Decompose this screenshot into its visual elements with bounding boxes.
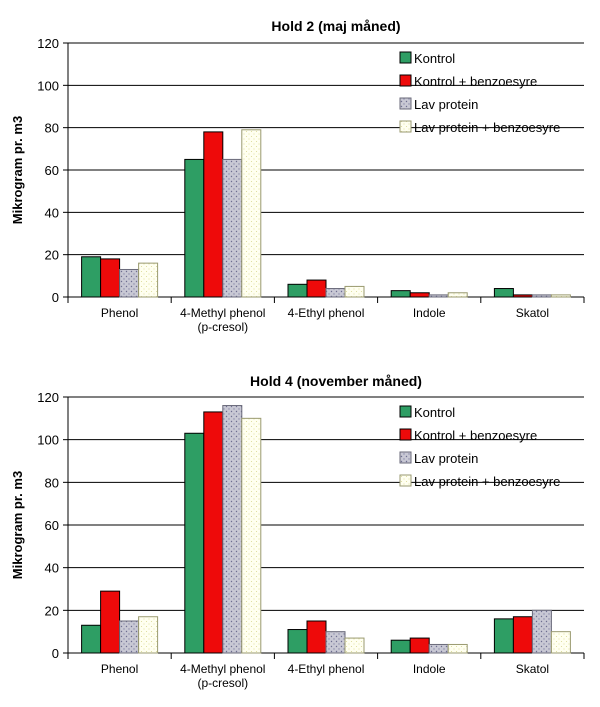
legend-swatch xyxy=(399,97,412,110)
x-category-label: 4-Methyl phenol xyxy=(180,662,265,676)
chart-2: Hold 4 (november måned) Mikrogram pr. m3 0… xyxy=(10,373,585,690)
y-tick-label: 0 xyxy=(52,646,59,661)
y-axis-label: Mikrogram pr. m3 xyxy=(10,116,25,224)
bar-2-3 xyxy=(306,620,327,654)
y-tick-label: 40 xyxy=(45,561,59,576)
x-category-label: Indole xyxy=(413,306,446,320)
bar-1-3 xyxy=(287,283,308,298)
bar-3-3 xyxy=(325,288,346,298)
bar-3-4 xyxy=(428,294,449,298)
legend-label: Lav protein xyxy=(414,97,478,112)
bar-1-4 xyxy=(390,290,411,298)
bar-3-2 xyxy=(222,158,243,298)
y-tick-label: 80 xyxy=(45,121,59,136)
bar-4-4 xyxy=(447,643,468,654)
bar-1-1 xyxy=(81,256,102,298)
y-tick-label: 100 xyxy=(37,78,59,93)
y-axis-label: Mikrogram pr. m3 xyxy=(10,471,25,579)
bar-4-2 xyxy=(241,417,262,654)
legend-label: Kontrol xyxy=(414,405,455,420)
bar-2-1 xyxy=(100,590,121,654)
bar-2-4 xyxy=(409,292,430,298)
x-category-label: Skatol xyxy=(516,662,549,676)
legend-label: Kontrol xyxy=(414,51,455,66)
y-tick-label: 120 xyxy=(37,390,59,405)
legend-swatch xyxy=(399,51,412,64)
bar-4-4 xyxy=(447,292,468,298)
bar-2-2 xyxy=(203,411,224,654)
bar-4-2 xyxy=(241,129,262,298)
bar-4-3 xyxy=(344,637,365,654)
y-tick-label: 80 xyxy=(45,475,59,490)
x-category-label: Indole xyxy=(413,662,446,676)
bar-1-3 xyxy=(287,629,308,654)
x-category-label: (p-cresol) xyxy=(197,676,248,690)
bar-2-3 xyxy=(306,279,327,298)
bar-2-5 xyxy=(512,294,533,298)
chart-title: Hold 2 (maj måned) xyxy=(271,18,400,34)
legend-swatch xyxy=(399,428,412,441)
y-tick-label: 120 xyxy=(37,36,59,51)
bar-4-1 xyxy=(138,616,159,654)
bar-1-5 xyxy=(493,618,514,654)
bar-3-3 xyxy=(325,631,346,654)
legend-swatch xyxy=(399,120,412,133)
bar-3-2 xyxy=(222,405,243,654)
y-tick-label: 20 xyxy=(45,248,59,263)
bar-4-3 xyxy=(344,285,365,298)
bar-2-5 xyxy=(512,616,533,654)
legend-label: Lav protein xyxy=(414,451,478,466)
bar-4-1 xyxy=(138,262,159,298)
bar-1-4 xyxy=(390,639,411,654)
chart-title: Hold 4 (november måned) xyxy=(250,373,422,389)
legend-swatch xyxy=(399,405,412,418)
x-category-label: Phenol xyxy=(101,662,138,676)
legend-label: Lav protein + benzoesyre xyxy=(414,120,560,135)
bar-3-1 xyxy=(119,268,140,298)
bar-3-5 xyxy=(531,294,552,298)
y-tick-label: 20 xyxy=(45,603,59,618)
x-category-label: 4-Ethyl phenol xyxy=(288,306,365,320)
x-category-label: 4-Methyl phenol xyxy=(180,306,265,320)
y-tick-label: 60 xyxy=(45,163,59,178)
bar-4-5 xyxy=(550,631,571,654)
y-tick-label: 0 xyxy=(52,290,59,305)
bar-1-2 xyxy=(184,432,205,654)
chart-1: Hold 2 (maj måned) Mikrogram pr. m3 0 20 40 6… xyxy=(10,18,585,334)
y-tick-label: 40 xyxy=(45,205,59,220)
bar-1-5 xyxy=(493,288,514,298)
bar-4-5 xyxy=(550,294,571,298)
bar-3-4 xyxy=(428,643,449,654)
legend-swatch xyxy=(399,474,412,487)
bar-2-4 xyxy=(409,637,430,654)
x-category-label: Phenol xyxy=(101,306,138,320)
x-category-label: Skatol xyxy=(516,306,549,320)
bar-1-1 xyxy=(81,624,102,654)
legend-swatch xyxy=(399,451,412,464)
y-tick-label: 100 xyxy=(37,433,59,448)
bar-1-2 xyxy=(184,158,205,298)
bar-3-1 xyxy=(119,620,140,654)
bar-2-1 xyxy=(100,258,121,298)
legend-label: Kontrol + benzoesyre xyxy=(414,428,537,443)
x-category-label: (p-cresol) xyxy=(197,320,248,334)
legend-label: Lav protein + benzoesyre xyxy=(414,474,560,489)
bar-2-2 xyxy=(203,131,224,298)
bar-3-5 xyxy=(531,609,552,654)
legend-label: Kontrol + benzoesyre xyxy=(414,74,537,89)
y-tick-label: 60 xyxy=(45,518,59,533)
x-category-label: 4-Ethyl phenol xyxy=(288,662,365,676)
legend-swatch xyxy=(399,74,412,87)
